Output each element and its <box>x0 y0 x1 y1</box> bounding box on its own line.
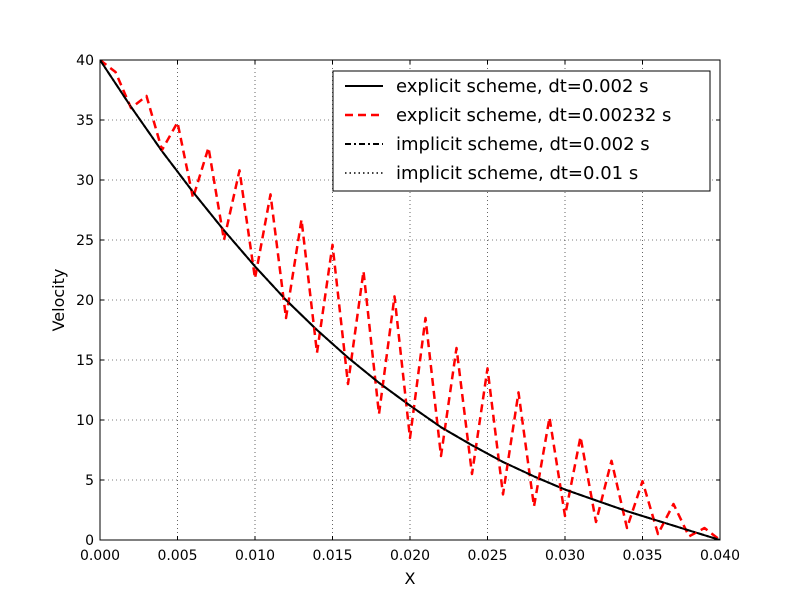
y-tick-label: 35 <box>76 113 94 129</box>
series-line-2 <box>100 60 720 540</box>
y-tick-label: 30 <box>76 173 94 189</box>
series-line-4 <box>100 60 720 540</box>
series-line-3 <box>100 60 720 540</box>
x-tick-label: 0.035 <box>622 548 662 564</box>
x-tick-label: 0.015 <box>312 548 352 564</box>
x-tick-label: 0.010 <box>235 548 275 564</box>
legend-label-1: explicit scheme, dt=0.002 s <box>396 76 649 97</box>
legend-label-2: explicit scheme, dt=0.00232 s <box>396 105 671 126</box>
series-layer <box>100 60 720 540</box>
x-tick-label: 0.030 <box>545 548 585 564</box>
y-tick-label: 15 <box>76 353 94 369</box>
legend-label-4: implicit scheme, dt=0.01 s <box>396 163 638 184</box>
y-axis-label: Velocity <box>49 269 68 332</box>
x-tick-label: 0.020 <box>390 548 430 564</box>
x-axis-label: X <box>405 569 416 588</box>
y-tick-label: 0 <box>85 533 94 549</box>
y-tick-label: 40 <box>76 53 94 69</box>
y-tick-label: 25 <box>76 233 94 249</box>
x-tick-label: 0.005 <box>157 548 197 564</box>
tick-layer: 0.000 0.005 0.010 0.015 0.020 0.025 0.030 0.035… <box>76 53 740 564</box>
x-tick-label: 0.000 <box>80 548 120 564</box>
x-tick-label: 0.025 <box>467 548 507 564</box>
legend-frame <box>332 70 711 192</box>
y-tick-label: 5 <box>85 473 94 489</box>
y-tick-label: 20 <box>76 293 94 309</box>
x-tick-label: 0.040 <box>700 548 740 564</box>
y-tick-label: 10 <box>76 413 94 429</box>
legend-label-3: implicit scheme, dt=0.002 s <box>396 134 650 155</box>
legend: explicit scheme, dt=0.002 s explicit sche… <box>332 70 711 192</box>
